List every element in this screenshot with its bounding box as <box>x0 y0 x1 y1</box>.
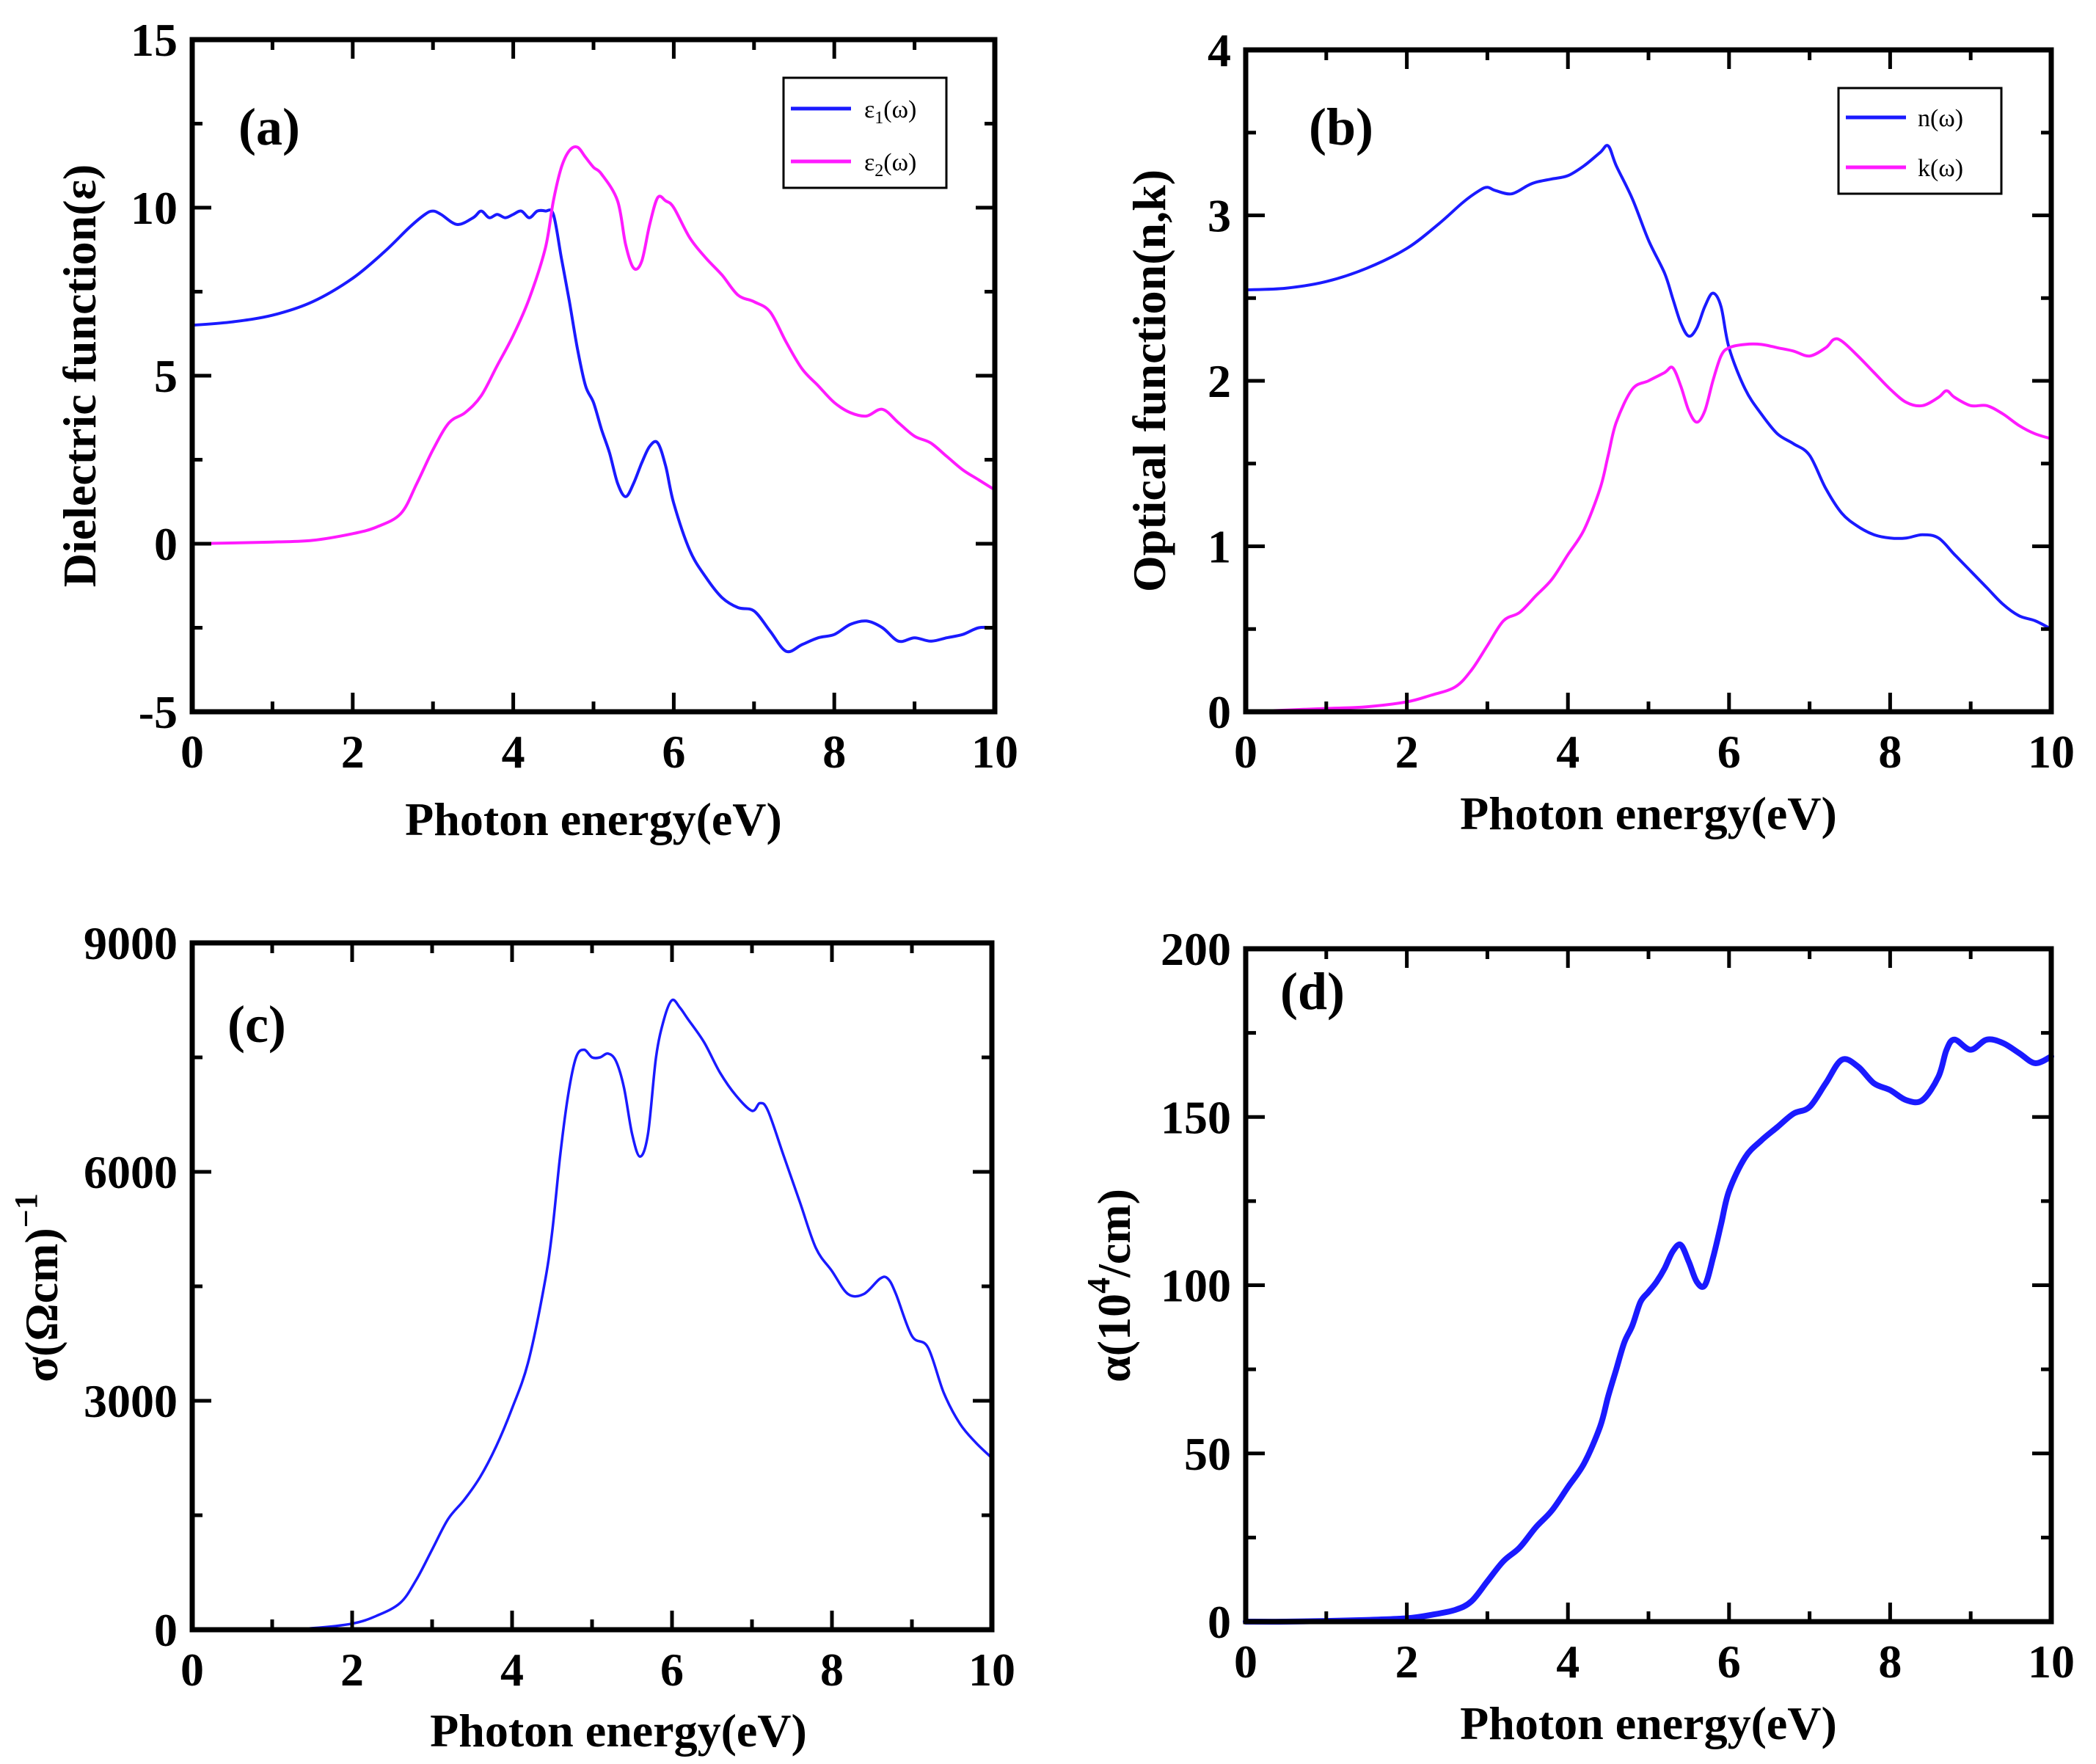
panel-b-xtick-label: 8 <box>1878 726 1902 778</box>
panel-c-series-1-line <box>191 998 993 1631</box>
panel-d-ytick-label: 150 <box>1161 1091 1231 1143</box>
panel-a-xtick-label: 0 <box>180 726 204 778</box>
panel-d-ytick-label: 50 <box>1184 1428 1231 1480</box>
panel-a-xtick-label: 4 <box>502 726 525 778</box>
panel-b-ytick-label: 3 <box>1208 190 1231 242</box>
panel-d-xtick-label: 0 <box>1234 1636 1257 1688</box>
panel-d-xtick-label: 8 <box>1878 1636 1902 1688</box>
panel-b-xtick-label: 2 <box>1395 726 1419 778</box>
panel-a-legend-2-suffix: (ω) <box>883 149 916 176</box>
panel-b-ytick-label: 1 <box>1208 521 1231 573</box>
panel-b-xtick-label: 10 <box>2028 726 2075 778</box>
panel-b-ytick-label: 0 <box>1208 686 1231 738</box>
panel-a-gridless-plot <box>191 145 996 654</box>
panel-c-ytick-label: 6000 <box>84 1146 178 1198</box>
panel-b-legend-label-2: k(ω) <box>1918 155 1963 182</box>
panel-c-ytick-label: 0 <box>154 1604 178 1656</box>
panel-a-legend-1-suffix: (ω) <box>883 96 916 123</box>
panel-b-ytick-label: 2 <box>1208 355 1231 407</box>
panel-c-xtick-label: 2 <box>340 1644 364 1696</box>
panel-c-xtick-label: 10 <box>968 1644 1015 1696</box>
panel-b-xtick-label: 4 <box>1556 726 1580 778</box>
panel-c: 0 2 4 6 8 10 0 3000 6000 9000 (c) Photon energy(e… <box>8 917 1015 1757</box>
panel-b-ticks: 0 2 4 6 8 10 0 1 2 3 4 <box>1208 24 2075 778</box>
panel-d-xtick-label: 4 <box>1556 1636 1580 1688</box>
panel-a-legend-label-2: ε2(ω) <box>864 149 916 181</box>
panel-a-xtick-label: 2 <box>341 726 365 778</box>
panel-c-ticks: 0 2 4 6 8 10 0 3000 6000 9000 <box>84 917 1015 1696</box>
panel-b-xlabel: Photon energy(eV) <box>1460 787 1837 839</box>
panel-c-ytick-label: 9000 <box>84 917 178 969</box>
panel-c-xtick-label: 8 <box>820 1644 844 1696</box>
panel-d-ytick-label: 100 <box>1161 1260 1231 1312</box>
panel-d-ytick-label: 0 <box>1208 1596 1231 1648</box>
panel-c-ylabel-main: σ(Ωcm) <box>15 1228 67 1382</box>
panel-a-ytick-label: 0 <box>154 518 178 570</box>
panel-c-xtick-label: 0 <box>180 1644 204 1696</box>
panel-a-xtick-label: 8 <box>822 726 846 778</box>
panel-d-ylabel-sup: 4 <box>1081 1278 1117 1294</box>
panel-d-xtick-label: 10 <box>2028 1636 2075 1688</box>
panel-d-ylabel: α(104/cm) <box>1081 1189 1140 1382</box>
panel-b-ytick-label: 4 <box>1208 24 1231 76</box>
panel-a-xtick-label: 6 <box>662 726 685 778</box>
panel-d-label: (d) <box>1280 962 1345 1021</box>
panel-c-gridless-plot <box>191 998 993 1631</box>
panel-b-label: (b) <box>1309 98 1373 156</box>
panel-b-legend-label-1: n(ω) <box>1918 105 1963 132</box>
panel-a-ytick-label: 5 <box>154 350 178 402</box>
panel-d-frame <box>1243 946 2054 1625</box>
panel-b-gridless-plot <box>1244 144 2053 713</box>
panel-a-series-2-line <box>191 145 996 545</box>
panel-a-ytick-label: 10 <box>131 182 178 234</box>
panel-a-ytick-label: -5 <box>139 686 178 738</box>
panel-d-series-1-line <box>1243 1036 2054 1625</box>
panel-a-legend-box <box>782 76 948 189</box>
panel-d-gridless-plot <box>1243 1036 2054 1625</box>
panel-c-xlabel: Photon energy(eV) <box>430 1705 807 1757</box>
panel-d-xtick-label: 6 <box>1717 1636 1741 1688</box>
panel-c-ylabel: σ(Ωcm)−1 <box>8 1193 67 1382</box>
panel-b-legend-box <box>1837 87 2003 195</box>
panel-b: 0 2 4 6 8 10 0 1 2 3 4 (b) Photon energy(eV) Optic… <box>1123 24 2075 839</box>
panel-b-series-1-line <box>1244 144 2053 631</box>
panel-a-legend-1-sub: 1 <box>874 109 883 128</box>
panel-d-xlabel: Photon energy(eV) <box>1460 1697 1837 1749</box>
panel-a-series-1-line <box>191 208 996 654</box>
panel-a-ylabel: Dielectric function(ε) <box>54 164 106 587</box>
panel-a-xlabel: Photon energy(eV) <box>405 793 782 845</box>
panel-a-legend-1-main: ε <box>864 96 874 123</box>
panel-a-xtick-label: 10 <box>971 726 1018 778</box>
panel-c-xtick-label: 6 <box>660 1644 684 1696</box>
panel-b-xtick-label: 0 <box>1234 726 1257 778</box>
panel-d-ytick-label: 200 <box>1161 923 1231 975</box>
panel-d-ylabel-tail: /cm) <box>1088 1189 1140 1278</box>
panel-c-label: (c) <box>227 995 286 1054</box>
panel-a-legend-label-1: ε1(ω) <box>864 96 916 128</box>
panel-c-ylabel-sup: −1 <box>8 1193 44 1228</box>
panel-d-ylabel-main: α(10 <box>1088 1294 1140 1382</box>
panel-b-legend: n(ω) k(ω) <box>1837 87 2003 195</box>
panel-a-legend-2-main: ε <box>864 149 874 176</box>
panel-c-ytick-label: 3000 <box>84 1375 178 1427</box>
panel-d-xtick-label: 2 <box>1395 1636 1419 1688</box>
panel-b-ylabel: Optical function(n,k) <box>1123 170 1175 592</box>
panel-b-xtick-label: 6 <box>1717 726 1741 778</box>
panel-a-label: (a) <box>238 98 300 156</box>
panel-a-ytick-label: 15 <box>131 14 178 66</box>
panel-a-legend: ε1(ω) ε2(ω) <box>782 76 948 189</box>
panel-a-legend-2-sub: 2 <box>874 161 883 181</box>
panel-c-xtick-label: 4 <box>500 1644 524 1696</box>
panel-b-series-2-line <box>1244 337 2053 713</box>
